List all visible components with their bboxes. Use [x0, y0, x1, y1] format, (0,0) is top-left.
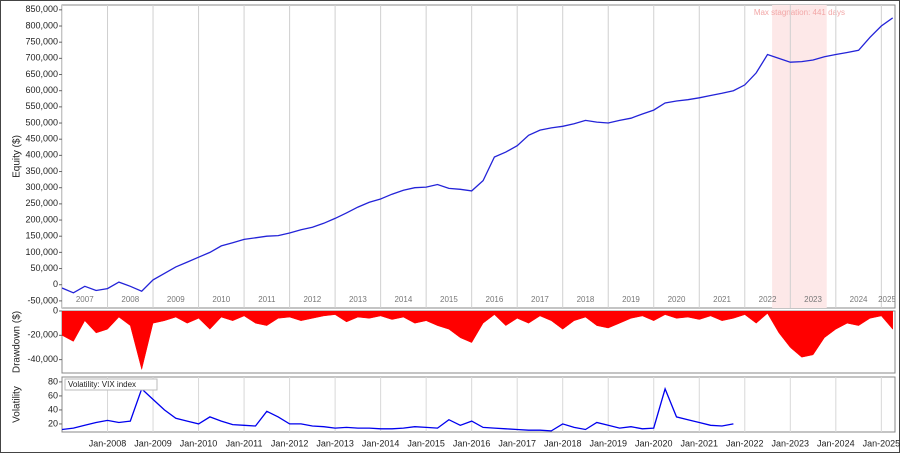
y-tick-label: -50,000 [27, 295, 58, 305]
x-tick-label: Jan-2014 [362, 438, 400, 448]
x-tick-label: Jan-2021 [681, 438, 719, 448]
x-tick-label: Jan-2009 [134, 438, 172, 448]
y-tick-label: 250,000 [25, 198, 58, 208]
x-tick-label: Jan-2012 [271, 438, 309, 448]
y-tick-label: 800,000 [25, 20, 58, 30]
drawdown-area [62, 311, 893, 370]
x-tick-label: Jan-2025 [863, 438, 900, 448]
series-line [62, 386, 734, 432]
year-label: 2008 [121, 295, 139, 304]
y-tick-label: 0 [53, 305, 58, 315]
year-label: 2019 [622, 295, 640, 304]
year-label: 2016 [486, 295, 504, 304]
year-label: 2015 [440, 295, 458, 304]
year-label: 2024 [850, 295, 868, 304]
y-tick-label: 600,000 [25, 85, 58, 95]
year-label: 2009 [167, 295, 185, 304]
y-tick-label: 80 [48, 376, 58, 386]
year-label: 2023 [804, 295, 822, 304]
y-tick-label: 50,000 [30, 263, 58, 273]
year-label: 2010 [212, 295, 230, 304]
y-axis-label: Volatility [12, 386, 23, 423]
y-tick-label: 700,000 [25, 53, 58, 63]
year-label: 2011 [258, 295, 276, 304]
panel-frame [61, 376, 896, 433]
year-label: 2013 [349, 295, 367, 304]
plot-area: Max stagnation: 441 days 2007 2008 2009 2010… [62, 5, 896, 308]
x-tick-label: Jan-2015 [407, 438, 445, 448]
series-line [62, 17, 894, 294]
y-tick-label: 20 [48, 418, 58, 428]
y-tick-label: 650,000 [25, 69, 58, 79]
x-tick-label: Jan-2022 [726, 438, 764, 448]
x-tick-label: Jan-2017 [498, 438, 536, 448]
year-label: 2007 [76, 295, 94, 304]
y-tick-label: 550,000 [25, 101, 58, 111]
year-label: 2012 [303, 295, 321, 304]
y-tick-label: 0 [53, 279, 58, 289]
year-label: 2017 [531, 295, 549, 304]
year-label: 2025 [878, 295, 896, 304]
panel-frame [61, 4, 896, 309]
year-label: 2022 [759, 295, 777, 304]
y-tick-label: 150,000 [25, 231, 58, 241]
x-tick-label: Jan-2023 [772, 438, 810, 448]
y-tick-label: 40 [48, 404, 58, 414]
y-tick-label: 750,000 [25, 37, 58, 47]
legend-box [64, 378, 158, 391]
y-tick-label: 400,000 [25, 150, 58, 160]
x-tick-label: Jan-2011 [226, 438, 263, 448]
y-tick-label: 350,000 [25, 166, 58, 176]
x-tick-label: Jan-2018 [544, 438, 582, 448]
y-tick-label: 60 [48, 390, 58, 400]
y-tick-label: 100,000 [25, 247, 58, 257]
y-tick-label: 850,000 [25, 4, 58, 14]
y-tick-label: -40,000 [27, 354, 58, 364]
x-tick-label: Jan-2016 [453, 438, 491, 448]
stagnation-band [772, 5, 827, 308]
year-label: 2021 [713, 295, 731, 304]
y-axis-label: Drawdown ($) [12, 311, 23, 373]
x-tick-label: Jan-2013 [316, 438, 354, 448]
y-tick-label: 300,000 [25, 182, 58, 192]
y-tick-label: 450,000 [25, 134, 58, 144]
y-tick-label: 500,000 [25, 117, 58, 127]
y-tick-label: 200,000 [25, 214, 58, 224]
year-label: 2014 [394, 295, 412, 304]
year-label: 2020 [668, 295, 686, 304]
year-label: 2018 [577, 295, 595, 304]
plot-area [62, 377, 882, 432]
x-tick-label: Jan-2008 [89, 438, 127, 448]
x-tick-label: Jan-2024 [817, 438, 855, 448]
y-tick-label: -20,000 [27, 330, 58, 340]
x-tick-label: Jan-2020 [635, 438, 673, 448]
y-axis-label: Equity ($) [12, 135, 23, 178]
x-tick-label: Jan-2019 [589, 438, 627, 448]
x-tick-label: Jan-2010 [180, 438, 218, 448]
stagnation-label: Max stagnation: 441 days [754, 8, 845, 17]
plot-area [62, 311, 893, 370]
legend-label: Volatility: VIX index [68, 380, 136, 389]
